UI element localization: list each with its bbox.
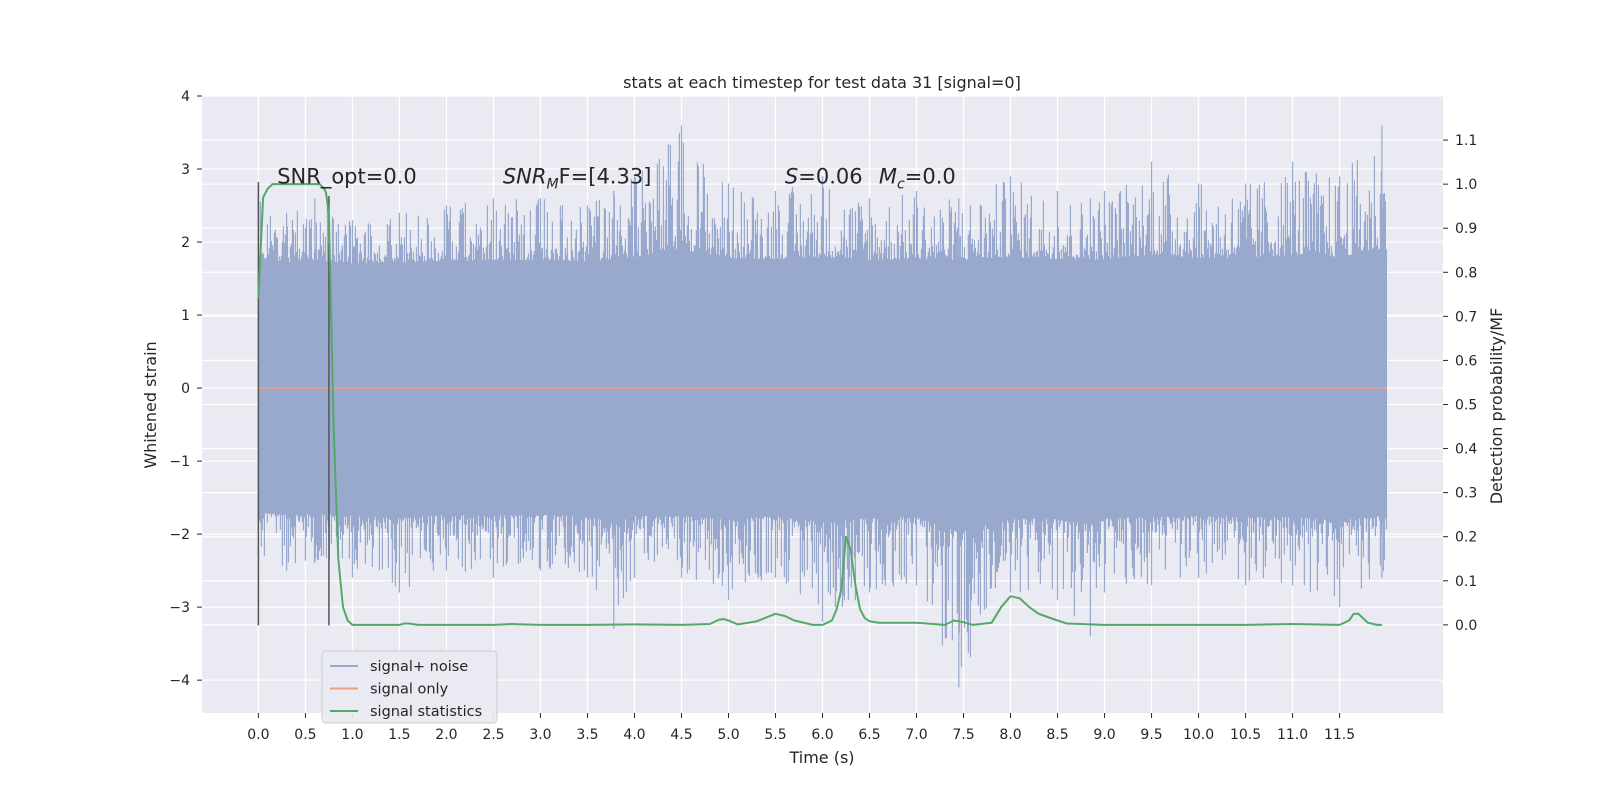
x-tick-label: 3.5 — [576, 727, 598, 743]
x-tick-label: 0.5 — [294, 727, 316, 743]
y2-tick-label: 0.5 — [1455, 398, 1477, 414]
chart-title: stats at each timestep for test data 31 … — [623, 73, 1021, 92]
y-tick-label: 0 — [181, 381, 190, 397]
x-tick-label: 6.0 — [811, 727, 833, 743]
y2-tick-label: 0.3 — [1455, 486, 1477, 502]
x-tick-label: 7.5 — [952, 727, 974, 743]
x-tick-label: 5.5 — [764, 727, 786, 743]
x-tick-label: 5.0 — [717, 727, 739, 743]
x-tick-label: 6.5 — [858, 727, 880, 743]
y2-axis-ticks: 1.1 1.0 0.9 0.8 0.7 0.6 0.5 0.4 0.3 0.2 0.1 0.0 — [1443, 133, 1477, 634]
x-tick-label: 7.0 — [905, 727, 927, 743]
legend-box — [321, 650, 498, 724]
x-axis-ticks: 0.0 0.5 1.0 1.5 2.0 2.5 3.0 3.5 4.0 4.5 5.0 5.5 6.0 6… — [247, 713, 1355, 743]
y2-tick-label: 0.7 — [1455, 309, 1477, 325]
y-tick-label: 1 — [181, 308, 190, 324]
y-tick-label: 4 — [181, 89, 190, 105]
legend-label: signal only — [370, 682, 449, 698]
legend-label: signal+ noise — [370, 659, 468, 675]
vertical-lines — [257, 182, 330, 626]
y2-tick-label: 0.4 — [1455, 442, 1477, 458]
x-tick-label: 10.0 — [1183, 727, 1214, 743]
x-tick-label: 1.0 — [341, 727, 363, 743]
x-tick-label: 4.5 — [670, 727, 692, 743]
annotation-2: S=0.06 — [785, 164, 863, 188]
annotation-3: Mc=0.0 — [879, 164, 956, 192]
x-tick-label: 3.0 — [529, 727, 551, 743]
x-tick-label: 11.0 — [1277, 727, 1308, 743]
x-tick-label: 0.0 — [247, 727, 269, 743]
y-tick-label: 3 — [181, 162, 190, 178]
y2-tick-label: 0.9 — [1455, 221, 1477, 237]
y-tick-label: 2 — [181, 235, 190, 251]
x-tick-label: 11.5 — [1324, 727, 1355, 743]
y2-tick-label: 1.0 — [1455, 177, 1477, 193]
y2-tick-label: 1.1 — [1455, 133, 1477, 149]
y-tick-label: −2 — [169, 527, 190, 543]
y-tick-label: −4 — [169, 673, 190, 689]
x-tick-label: 9.5 — [1140, 727, 1162, 743]
legend-label: signal statistics — [370, 704, 482, 720]
x-tick-label: 8.5 — [1046, 727, 1068, 743]
x-axis-label: Time (s) — [788, 748, 854, 767]
signal-statistics-line — [257, 183, 1382, 626]
y-axis-ticks: 4 3 2 1 0 −1 −2 −3 −4 — [169, 89, 202, 689]
annotation-0: SNR_opt=0.0 — [277, 164, 417, 189]
y-tick-label: −3 — [169, 600, 190, 616]
y2-tick-label: 0.0 — [1455, 618, 1477, 634]
legend: signal+ noise signal only signal statistic… — [321, 650, 498, 724]
series-signal-statistics — [257, 183, 1382, 626]
x-tick-label: 10.5 — [1230, 727, 1261, 743]
x-tick-label: 1.5 — [388, 727, 410, 743]
x-tick-label: 4.0 — [623, 727, 645, 743]
y-axis-label: Whitened strain — [141, 341, 160, 468]
y2-tick-label: 0.6 — [1455, 353, 1477, 369]
x-tick-label: 2.5 — [482, 727, 504, 743]
y2-tick-label: 0.8 — [1455, 265, 1477, 281]
x-tick-label: 8.0 — [999, 727, 1021, 743]
y2-axis-label: Detection probability/MF — [1487, 308, 1506, 505]
y2-tick-label: 0.2 — [1455, 530, 1477, 546]
x-tick-label: 9.0 — [1093, 727, 1115, 743]
x-tick-label: 2.0 — [435, 727, 457, 743]
y-tick-label: −1 — [169, 454, 190, 470]
annotation-1: SNRMF=[4.33] — [503, 164, 652, 192]
annotations: SNR_opt=0.0 SNRMF=[4.33] S=0.06 Mc=0.0 — [277, 164, 956, 192]
y2-tick-label: 0.1 — [1455, 574, 1477, 590]
